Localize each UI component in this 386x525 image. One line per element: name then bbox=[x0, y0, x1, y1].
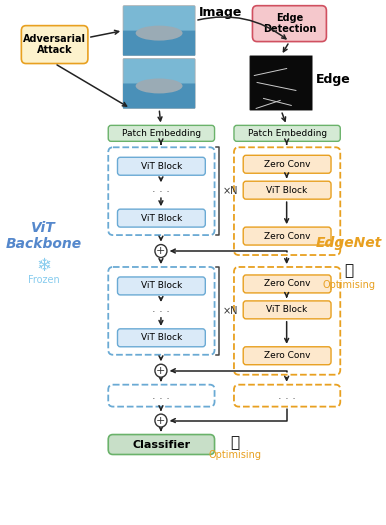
Text: Zero Conv: Zero Conv bbox=[264, 232, 310, 240]
FancyBboxPatch shape bbox=[250, 56, 313, 110]
Text: EdgeNet: EdgeNet bbox=[315, 236, 382, 250]
FancyBboxPatch shape bbox=[234, 125, 340, 141]
FancyBboxPatch shape bbox=[108, 125, 215, 141]
Text: Zero Conv: Zero Conv bbox=[264, 160, 310, 169]
Text: ViT Block: ViT Block bbox=[266, 306, 308, 314]
Text: . . .: . . . bbox=[152, 184, 170, 194]
Text: ViT
Backbone: ViT Backbone bbox=[5, 221, 81, 251]
Circle shape bbox=[155, 364, 167, 377]
Ellipse shape bbox=[135, 79, 183, 93]
FancyBboxPatch shape bbox=[117, 209, 205, 227]
Text: ViT Block: ViT Block bbox=[141, 333, 182, 342]
Circle shape bbox=[155, 245, 167, 258]
Text: Zero Conv: Zero Conv bbox=[264, 279, 310, 288]
Text: ×N: ×N bbox=[223, 186, 239, 196]
FancyBboxPatch shape bbox=[108, 435, 215, 455]
Text: . . .: . . . bbox=[278, 391, 296, 401]
Text: 🔥: 🔥 bbox=[230, 435, 239, 450]
Ellipse shape bbox=[135, 26, 183, 40]
Text: Edge
Detection: Edge Detection bbox=[263, 13, 316, 35]
FancyBboxPatch shape bbox=[123, 83, 195, 108]
FancyBboxPatch shape bbox=[243, 181, 331, 199]
Text: Adversarial
Attack: Adversarial Attack bbox=[23, 34, 86, 55]
Text: Optimising: Optimising bbox=[322, 280, 375, 290]
FancyBboxPatch shape bbox=[243, 275, 331, 293]
Text: Edge: Edge bbox=[316, 74, 351, 87]
Text: . . .: . . . bbox=[152, 304, 170, 314]
Text: Frozen: Frozen bbox=[28, 275, 59, 285]
FancyBboxPatch shape bbox=[243, 301, 331, 319]
FancyBboxPatch shape bbox=[243, 227, 331, 245]
Circle shape bbox=[155, 414, 167, 427]
Text: +: + bbox=[156, 246, 166, 256]
Text: . . .: . . . bbox=[152, 391, 170, 401]
Text: ViT Block: ViT Block bbox=[141, 281, 182, 290]
FancyBboxPatch shape bbox=[117, 277, 205, 295]
Text: ViT Block: ViT Block bbox=[266, 186, 308, 195]
FancyBboxPatch shape bbox=[21, 26, 88, 64]
Text: Zero Conv: Zero Conv bbox=[264, 351, 310, 360]
FancyBboxPatch shape bbox=[243, 155, 331, 173]
Text: Patch Embedding: Patch Embedding bbox=[247, 129, 327, 138]
Text: +: + bbox=[156, 366, 166, 376]
Text: Patch Embedding: Patch Embedding bbox=[122, 129, 201, 138]
Text: ❄: ❄ bbox=[36, 257, 51, 275]
FancyBboxPatch shape bbox=[252, 6, 327, 41]
FancyBboxPatch shape bbox=[123, 6, 195, 56]
FancyBboxPatch shape bbox=[123, 59, 195, 108]
FancyBboxPatch shape bbox=[117, 158, 205, 175]
Text: ViT Block: ViT Block bbox=[141, 162, 182, 171]
Text: Optimising: Optimising bbox=[208, 450, 261, 460]
Text: +: + bbox=[156, 416, 166, 426]
Text: ×N: ×N bbox=[223, 306, 239, 316]
Text: Image: Image bbox=[199, 6, 242, 19]
Text: Classifier: Classifier bbox=[132, 439, 190, 449]
FancyBboxPatch shape bbox=[243, 347, 331, 365]
Text: 🔥: 🔥 bbox=[344, 264, 353, 278]
FancyBboxPatch shape bbox=[123, 30, 195, 56]
FancyBboxPatch shape bbox=[117, 329, 205, 347]
Text: ViT Block: ViT Block bbox=[141, 214, 182, 223]
